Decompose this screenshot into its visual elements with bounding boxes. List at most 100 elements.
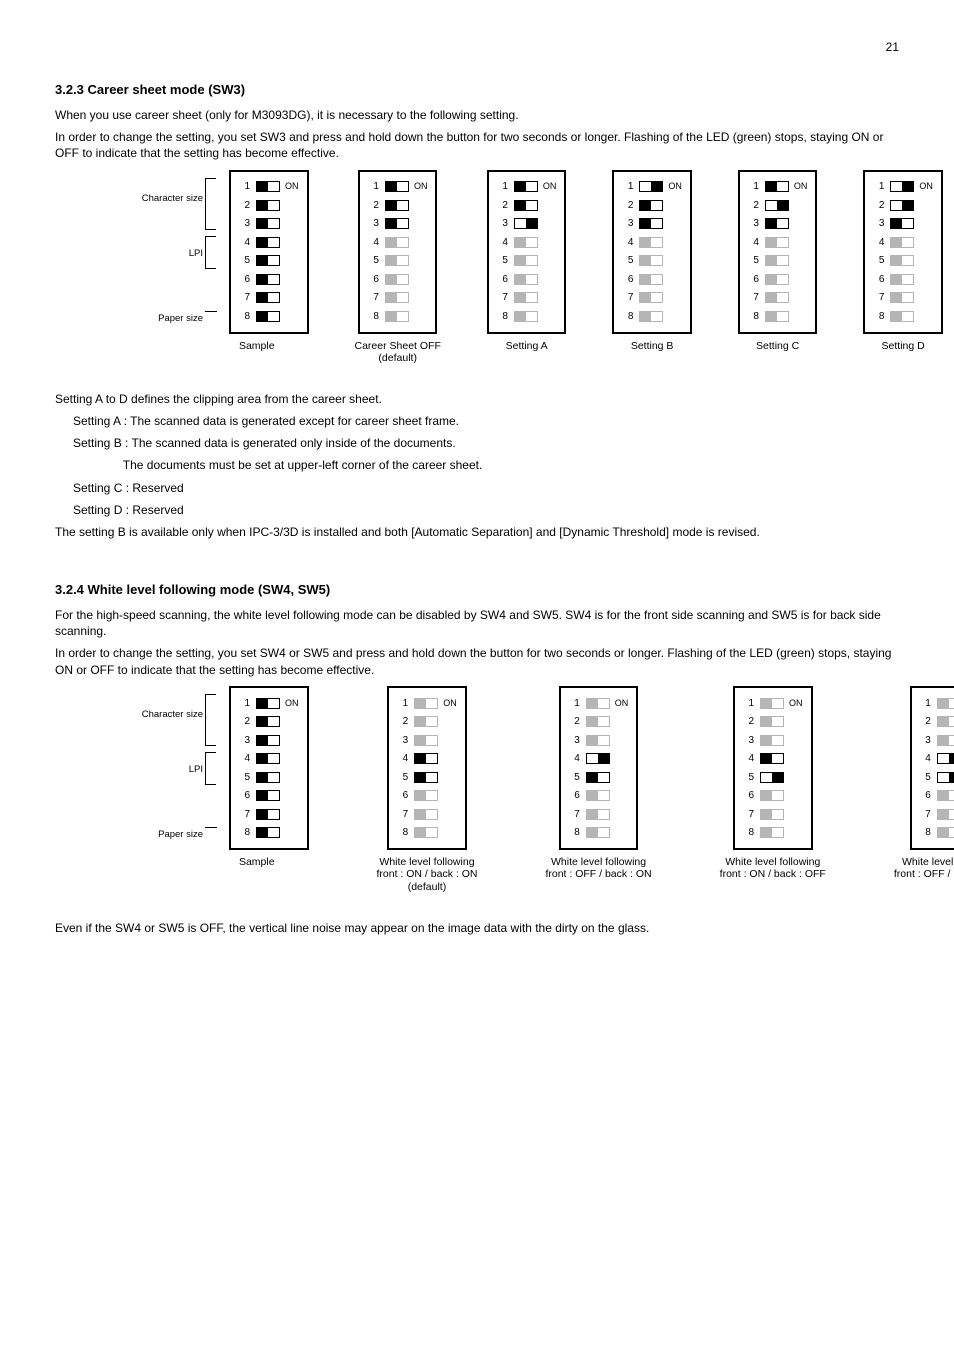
switch-knob [515, 256, 526, 265]
dip-panel: 1ON2345678 [612, 170, 692, 334]
switch-number: 1 [368, 181, 379, 192]
switch-knob [257, 736, 268, 745]
switch-body [890, 311, 914, 322]
switch-number: 4 [239, 753, 250, 764]
switch-knob [766, 256, 777, 265]
switch-knob [949, 773, 954, 782]
switch-row-2: 2 [368, 196, 428, 215]
switch-number: 2 [397, 716, 408, 727]
switch-number: 1 [239, 181, 250, 192]
switch-number: 7 [239, 809, 250, 820]
switch-row-1: 1ON [622, 178, 682, 197]
switch-knob [415, 773, 426, 782]
switch-knob [640, 256, 651, 265]
switch-row-8: 8 [622, 307, 682, 326]
switch-body [937, 809, 954, 820]
switch-body [639, 200, 663, 211]
switch-number: 8 [569, 827, 580, 838]
switch-row-1: 1ON [743, 694, 803, 713]
switch-number: 3 [239, 735, 250, 746]
bracket-label-lpi-b: LPI [189, 764, 203, 775]
panel-caption: White level following front : OFF / back… [545, 856, 651, 881]
switch-number: 3 [748, 218, 759, 229]
switch-number: 8 [239, 311, 250, 322]
switch-row-2: 2 [622, 196, 682, 215]
switch-knob [772, 773, 783, 782]
switch-number: 8 [873, 311, 884, 322]
switch-number: 1 [873, 181, 884, 192]
switch-number: 1 [239, 698, 250, 709]
switch-number: 5 [920, 772, 931, 783]
switch-knob [415, 736, 426, 745]
switch-body [639, 311, 663, 322]
switch-body [256, 809, 280, 820]
switch-row-4: 4 [497, 233, 557, 252]
switch-knob [257, 182, 268, 191]
a-panel-3: 1ON2345678Setting B [612, 170, 692, 365]
switch-knob [938, 791, 949, 800]
b-panel-0: 1ON2345678Sample [205, 686, 309, 894]
bracket-label-charsize: Character size [142, 193, 203, 204]
on-label: ON [285, 182, 299, 191]
switch-knob [651, 182, 662, 191]
switch-row-6: 6 [368, 270, 428, 289]
switch-number: 1 [622, 181, 633, 192]
switch-number: 2 [920, 716, 931, 727]
switch-number: 4 [873, 237, 884, 248]
switch-row-4: 4 [743, 749, 803, 768]
switch-body [937, 716, 954, 727]
page-number: 21 [55, 40, 899, 54]
switch-row-5: 5 [397, 768, 457, 787]
switch-number: 7 [497, 292, 508, 303]
switch-row-7: 7 [920, 805, 954, 824]
dip-panel: 1ON2345678 [358, 170, 438, 334]
switch-body [765, 255, 789, 266]
panel-caption: Sample [239, 340, 275, 353]
switch-knob [386, 182, 397, 191]
switch-number: 2 [497, 200, 508, 211]
switch-body [890, 218, 914, 229]
switch-knob [761, 754, 772, 763]
switch-body [639, 218, 663, 229]
switch-row-1: 1ON [569, 694, 629, 713]
switch-number: 4 [920, 753, 931, 764]
switch-number: 6 [873, 274, 884, 285]
switch-knob [891, 256, 902, 265]
switch-row-6: 6 [743, 786, 803, 805]
switch-row-6: 6 [239, 786, 299, 805]
on-label: ON [443, 699, 457, 708]
switch-number: 2 [239, 716, 250, 727]
switch-body [890, 274, 914, 285]
switch-knob [938, 810, 949, 819]
switch-body [514, 200, 538, 211]
switch-number: 5 [239, 255, 250, 266]
switch-row-4: 4 [239, 233, 299, 252]
switch-row-2: 2 [497, 196, 557, 215]
switch-number: 3 [569, 735, 580, 746]
switch-number: 3 [239, 218, 250, 229]
switch-knob [949, 754, 954, 763]
switch-body [514, 274, 538, 285]
switch-number: 7 [397, 809, 408, 820]
switch-knob [902, 182, 913, 191]
switch-number: 3 [368, 218, 379, 229]
switch-row-4: 4 [920, 749, 954, 768]
switch-number: 8 [748, 311, 759, 322]
notes-item-1: Setting B : The scanned data is generate… [73, 435, 899, 451]
notes-item-2: The documents must be set at upper-left … [73, 457, 899, 473]
switch-number: 8 [497, 311, 508, 322]
bracket-1-3 [205, 178, 206, 230]
dip-outer: 1ON2345678 [612, 170, 692, 334]
switch-body [937, 698, 954, 709]
section-a-body-p1: When you use career sheet (only for M309… [55, 107, 899, 123]
switch-row-4: 4 [622, 233, 682, 252]
switch-number: 3 [873, 218, 884, 229]
section-b-body: For the high-speed scanning, the white l… [55, 607, 899, 678]
switch-body [256, 255, 280, 266]
switch-body [514, 218, 538, 229]
switch-row-2: 2 [743, 712, 803, 731]
switch-knob [386, 201, 397, 210]
switch-body [890, 237, 914, 248]
switch-row-8: 8 [920, 823, 954, 842]
section-b-note: Even if the SW4 or SW5 is OFF, the verti… [55, 920, 899, 936]
